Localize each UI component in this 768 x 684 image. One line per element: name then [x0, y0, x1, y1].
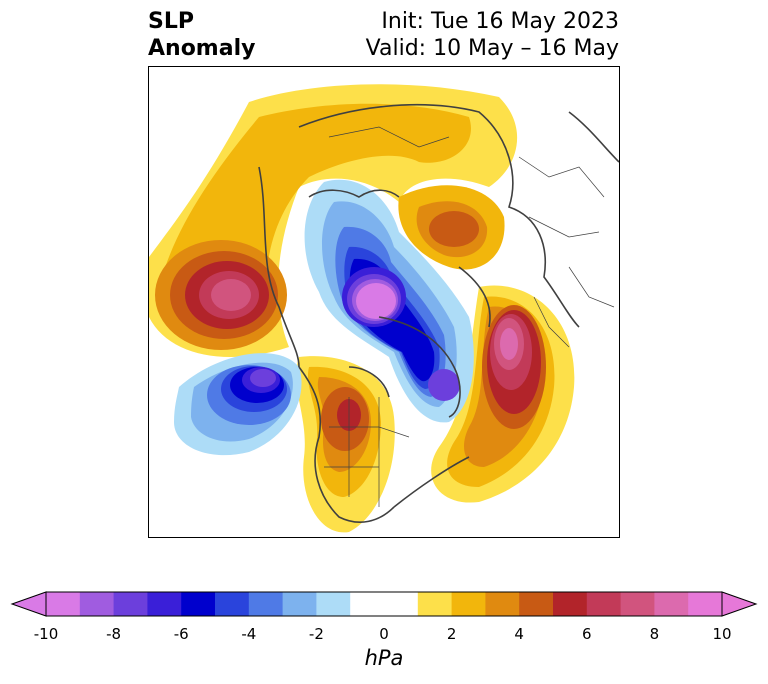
colorbar-segment	[417, 592, 453, 616]
colorbar-extend-min	[10, 591, 47, 617]
colorbar-segment	[519, 592, 554, 616]
colorbar-segment	[553, 592, 588, 616]
colorbar	[10, 591, 758, 617]
colorbar-segment	[384, 592, 419, 616]
map-title: SLP Anomaly	[148, 8, 255, 62]
colorbar-tick-label: 4	[514, 625, 524, 643]
colorbar-segment	[350, 592, 385, 616]
colorbar-tick-label: -4	[241, 625, 257, 643]
colorbar-segment	[248, 592, 284, 616]
title-line-2: Anomaly	[148, 36, 256, 61]
colorbar-segment	[688, 592, 723, 616]
coastlines	[258, 104, 619, 523]
colorbar-tick-label: 10	[712, 625, 732, 643]
colorbar-segment	[620, 592, 655, 616]
valid-period: Init: Tue 16 May 2023 Valid: 10 May – 16…	[366, 8, 619, 62]
anomaly-map-svg	[149, 84, 619, 533]
colorbar-segment	[113, 592, 148, 616]
colorbar-segment	[46, 592, 81, 616]
colorbar-segment	[451, 592, 486, 616]
colorbar-tick-label: -6	[173, 625, 189, 643]
colorbar-segment	[282, 592, 317, 616]
valid-range: Valid: 10 May – 16 May	[365, 36, 619, 61]
title-line-1: SLP	[148, 9, 194, 34]
colorbar-tick-label: -8	[106, 625, 122, 643]
colorbar-tick-label: -2	[308, 625, 324, 643]
colorbar-tick-label: 8	[649, 625, 660, 643]
colorbar-segment	[79, 592, 115, 616]
colorbar-tick-label: 0	[379, 625, 389, 643]
colorbar-frame	[45, 591, 723, 617]
borders	[324, 126, 615, 507]
colorbar-tick-label: -10	[33, 625, 59, 643]
colorbar-segment	[181, 592, 216, 616]
colorbar-extend-max	[721, 591, 758, 617]
negative-anomaly-field	[174, 179, 474, 456]
colorbar-segment	[147, 592, 182, 616]
colorbar-segment	[316, 592, 351, 616]
init-time: Init: Tue 16 May 2023	[381, 9, 619, 34]
colorbar-segment	[586, 592, 622, 616]
colorbar-tick-label: 6	[582, 625, 592, 643]
anomaly-map	[148, 66, 620, 538]
colorbar-segment	[654, 592, 689, 616]
colorbar-segment	[215, 592, 250, 616]
colorbar-units: hPa	[364, 646, 404, 670]
colorbar-tick-label: 2	[446, 625, 457, 643]
colorbar-segment	[485, 592, 520, 616]
